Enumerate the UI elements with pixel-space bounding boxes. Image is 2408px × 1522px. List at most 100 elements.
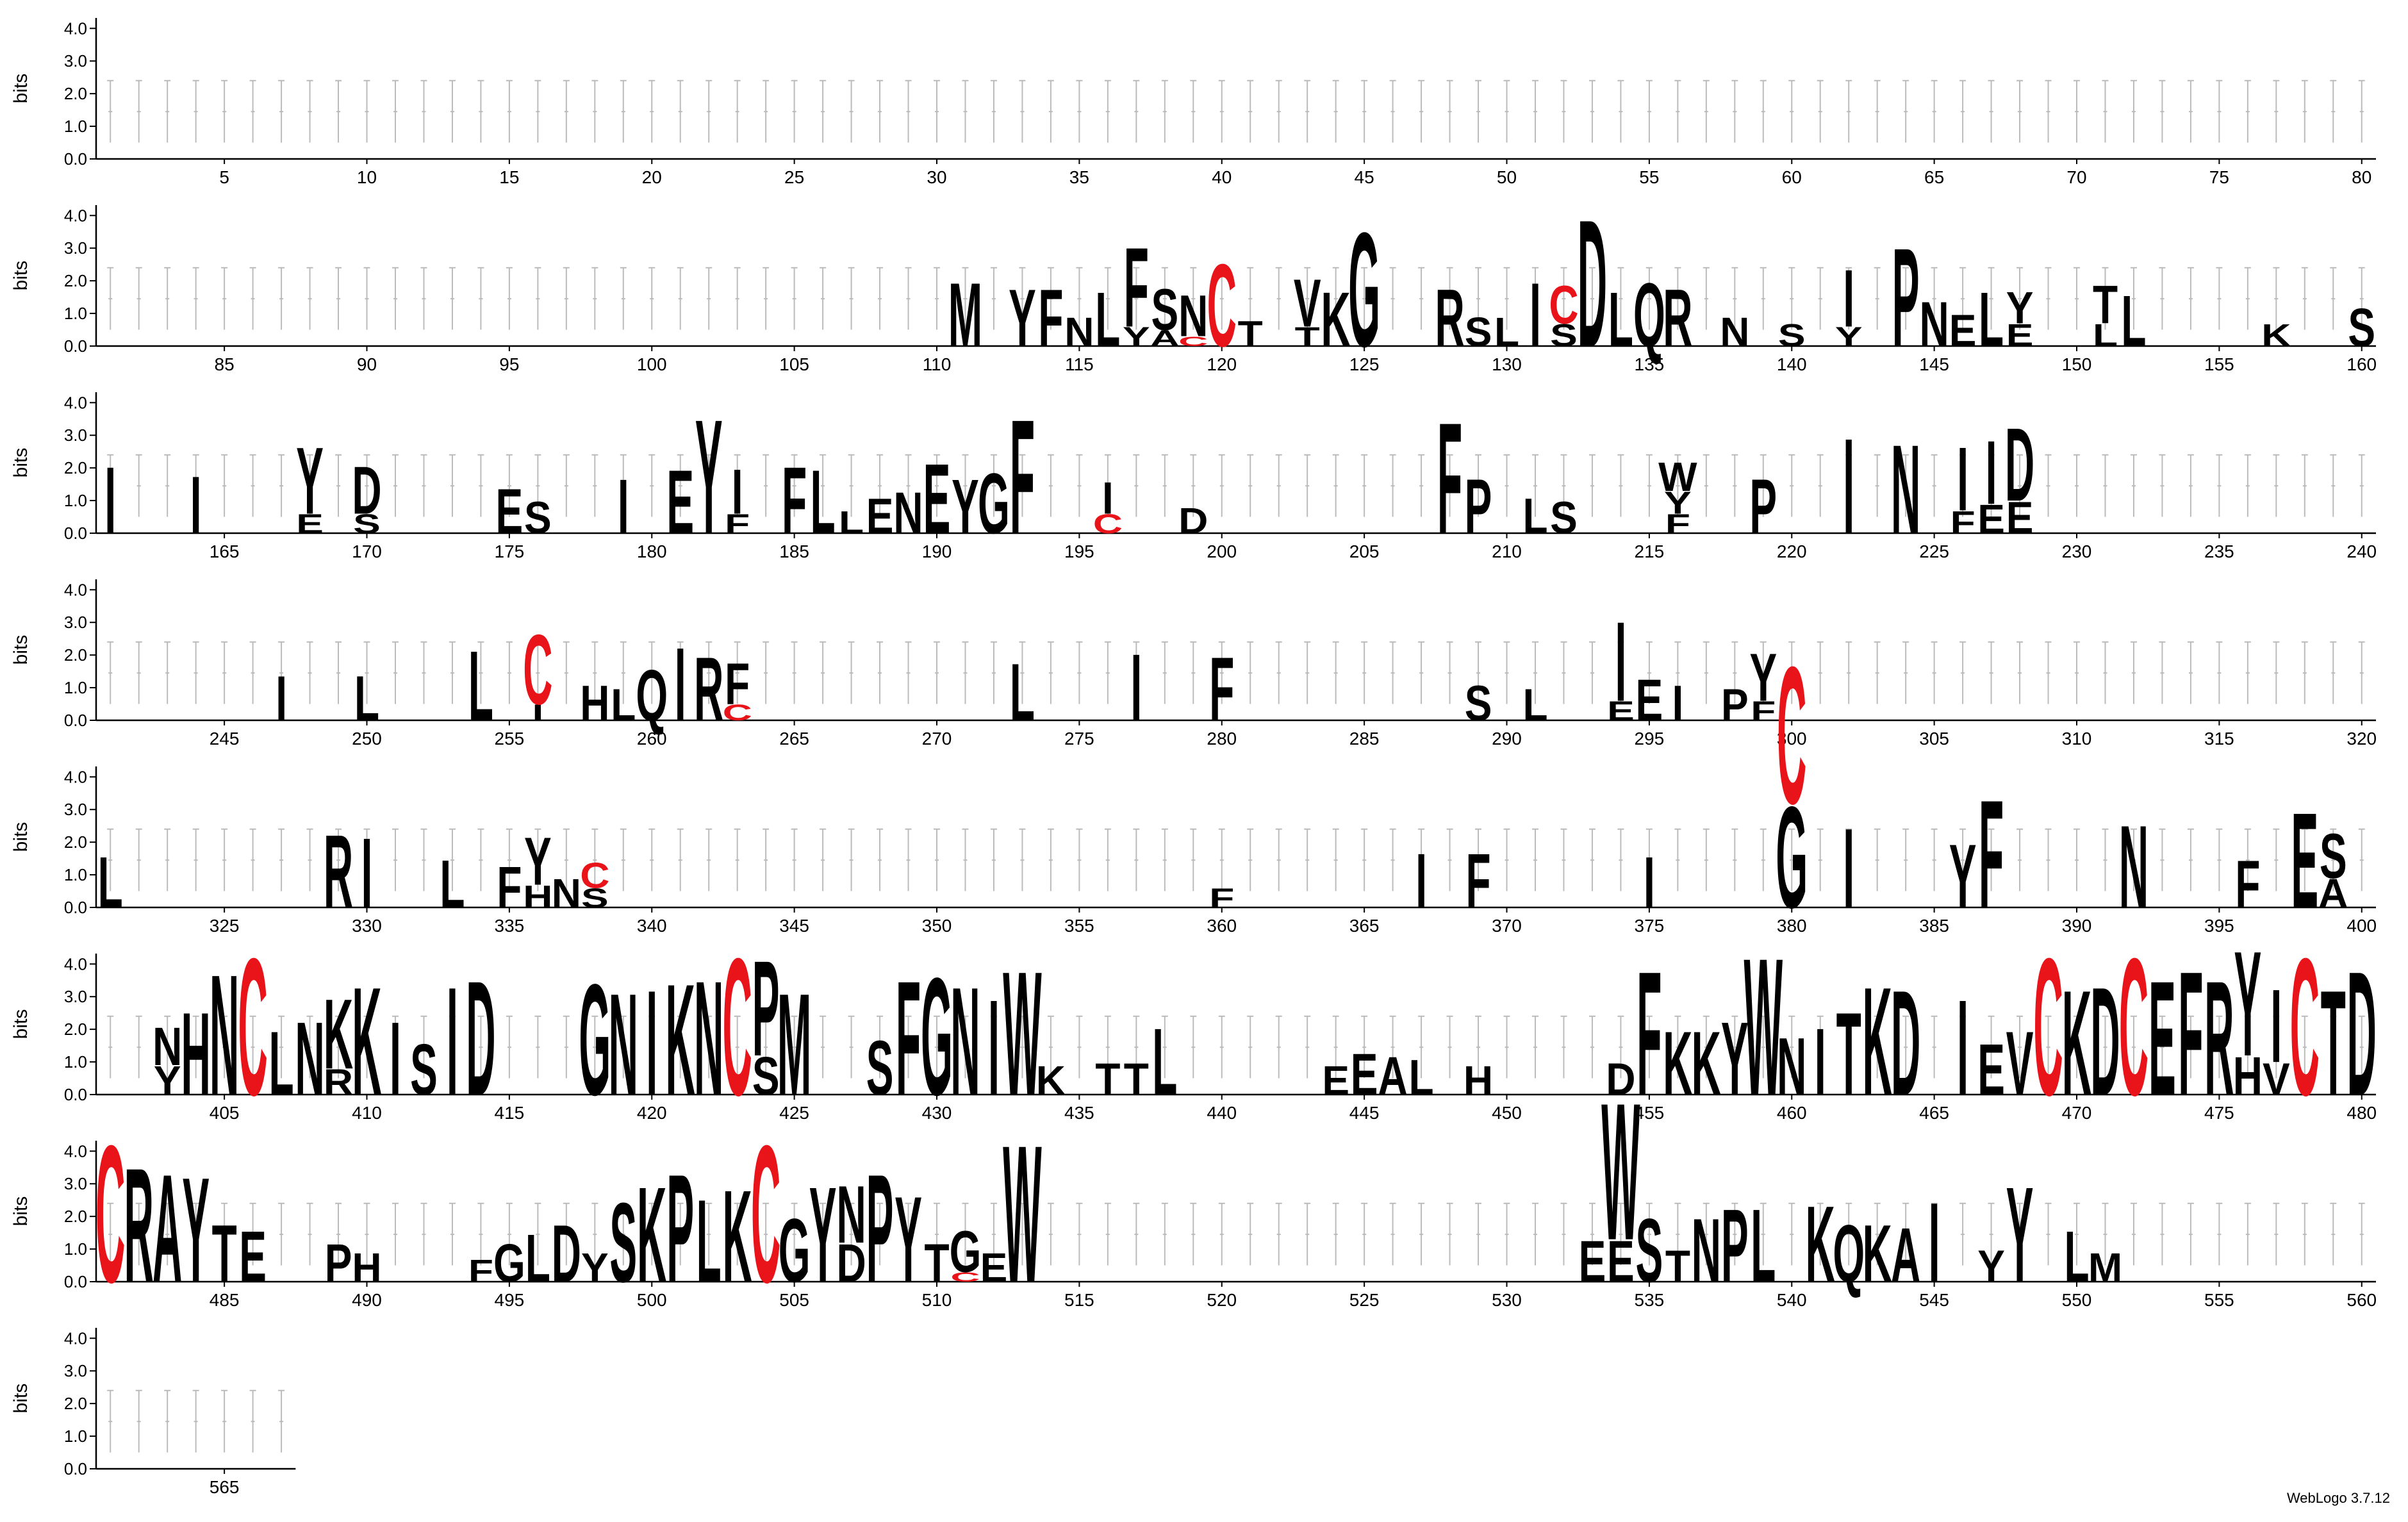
logo-letter: Y bbox=[1123, 322, 1150, 352]
logo-letter: E bbox=[1607, 1228, 1635, 1294]
logo-letter: F bbox=[1209, 883, 1234, 914]
logo-letter: Y bbox=[2006, 283, 2034, 333]
y-tick-label: 1.0 bbox=[64, 1427, 87, 1446]
logo-letter: L bbox=[1979, 277, 2004, 363]
logo-letter: R bbox=[1663, 273, 1692, 364]
logo-letter: I bbox=[1615, 599, 1627, 725]
y-tick-label: 2.0 bbox=[64, 645, 87, 665]
x-tick-label: 35 bbox=[1069, 167, 1089, 187]
x-tick-label: 530 bbox=[1492, 1290, 1522, 1310]
logo-letter: L bbox=[1608, 277, 1633, 363]
logo-letter: F bbox=[1465, 839, 1490, 925]
logo-letter: Q bbox=[1633, 265, 1665, 366]
logo-letter: I bbox=[276, 663, 287, 734]
logo-letter: I bbox=[1672, 676, 1683, 731]
logo-letter: E bbox=[496, 476, 524, 547]
logo-letter: S bbox=[2348, 297, 2375, 358]
logo-letter: P bbox=[1721, 1188, 1749, 1305]
y-tick-label: 4.0 bbox=[64, 1328, 87, 1348]
logo-letter: L bbox=[697, 1175, 722, 1307]
logo-letter: S bbox=[1636, 1201, 1663, 1302]
y-tick-label: 2.0 bbox=[64, 1207, 87, 1226]
logo-letter: Q bbox=[636, 656, 668, 736]
y-tick-label: 1.0 bbox=[64, 117, 87, 136]
y-tick-label: 1.0 bbox=[64, 304, 87, 323]
logo-letter: K bbox=[1863, 1209, 1892, 1300]
logo-letter: F bbox=[1979, 769, 2004, 941]
logo-letter: M bbox=[777, 964, 811, 1126]
logo-letter: S bbox=[1550, 318, 1578, 353]
x-tick-label: 440 bbox=[1207, 1103, 1237, 1123]
logo-letter: A bbox=[1891, 1213, 1920, 1299]
logo-letter: W bbox=[1003, 1104, 1042, 1323]
logo-letter: S bbox=[752, 1045, 780, 1106]
logo-letter: G bbox=[579, 952, 611, 1129]
x-tick-label: 290 bbox=[1492, 729, 1522, 749]
logo-letter: F bbox=[725, 650, 750, 716]
y-axis-label: bits bbox=[10, 822, 31, 852]
x-tick-label: 170 bbox=[352, 542, 382, 561]
y-tick-label: 0.0 bbox=[64, 1085, 87, 1104]
x-tick-label: 560 bbox=[2346, 1290, 2377, 1310]
x-tick-label: 470 bbox=[2062, 1103, 2092, 1123]
x-tick-label: 455 bbox=[1635, 1103, 1665, 1123]
logo-letter: D bbox=[1891, 960, 1920, 1127]
x-tick-label: 155 bbox=[2204, 354, 2234, 374]
logo-letter: E bbox=[2291, 785, 2318, 937]
logo-letter: R bbox=[324, 814, 353, 931]
y-tick-label: 2.0 bbox=[64, 271, 87, 290]
logo-letter: D bbox=[2347, 936, 2377, 1132]
x-tick-label: 405 bbox=[210, 1103, 240, 1123]
logo-letter: M bbox=[948, 265, 982, 366]
logo-letter: R bbox=[694, 640, 723, 740]
x-tick-label: 60 bbox=[1782, 167, 1802, 187]
x-tick-label: 55 bbox=[1639, 167, 1659, 187]
logo-letter: D bbox=[2090, 956, 2120, 1128]
logo-letter: C bbox=[523, 615, 552, 726]
x-tick-label: 230 bbox=[2062, 542, 2092, 561]
logo-letter: C bbox=[2119, 917, 2148, 1136]
logo-letter: C bbox=[1549, 274, 1578, 335]
logo-letter: S bbox=[1465, 676, 1492, 731]
y-tick-label: 0.0 bbox=[64, 898, 87, 917]
x-tick-label: 185 bbox=[779, 542, 809, 561]
logo-letter: K bbox=[666, 952, 695, 1129]
x-tick-label: 115 bbox=[1065, 354, 1094, 374]
x-tick-label: 410 bbox=[352, 1103, 382, 1123]
logo-letter: Y bbox=[1721, 1001, 1749, 1118]
logo-letter: L bbox=[1095, 277, 1120, 363]
x-tick-label: 385 bbox=[1919, 916, 1949, 936]
logo-letter: L bbox=[1522, 489, 1547, 544]
logo-letter: I bbox=[1415, 839, 1427, 925]
logo-letter: H bbox=[181, 988, 211, 1120]
logo-letter: I bbox=[2270, 968, 2282, 1085]
logo-letter: R bbox=[1435, 273, 1464, 364]
x-tick-label: 195 bbox=[1064, 542, 1094, 561]
x-tick-label: 80 bbox=[2352, 167, 2371, 187]
logo-letter: G bbox=[1348, 199, 1380, 381]
logo-letter: E bbox=[1322, 1057, 1349, 1104]
x-tick-label: 180 bbox=[637, 542, 667, 561]
x-tick-label: 145 bbox=[1919, 354, 1949, 374]
logo-letter: L bbox=[1010, 647, 1035, 738]
logo-letter: I bbox=[988, 972, 1000, 1124]
logo-letter: N bbox=[552, 870, 581, 916]
x-tick-label: 435 bbox=[1064, 1103, 1094, 1123]
x-tick-label: 95 bbox=[499, 354, 519, 374]
y-axis-label: bits bbox=[10, 261, 31, 291]
x-tick-label: 465 bbox=[1919, 1103, 1949, 1123]
logo-letter: E bbox=[666, 452, 694, 553]
weblogo-credit: WebLogo 3.7.12 bbox=[2286, 1490, 2390, 1506]
y-tick-label: 0.0 bbox=[64, 711, 87, 730]
logo-letter: F bbox=[1038, 273, 1063, 364]
logo-letter: C bbox=[1178, 334, 1208, 349]
logo-letter: F bbox=[725, 509, 750, 540]
x-tick-label: 325 bbox=[210, 916, 240, 936]
logo-letter: T bbox=[212, 1209, 237, 1300]
logo-letter: K bbox=[352, 956, 381, 1128]
y-axis-label: bits bbox=[10, 1009, 31, 1039]
logo-letter: N bbox=[694, 948, 723, 1130]
x-tick-label: 15 bbox=[499, 167, 519, 187]
